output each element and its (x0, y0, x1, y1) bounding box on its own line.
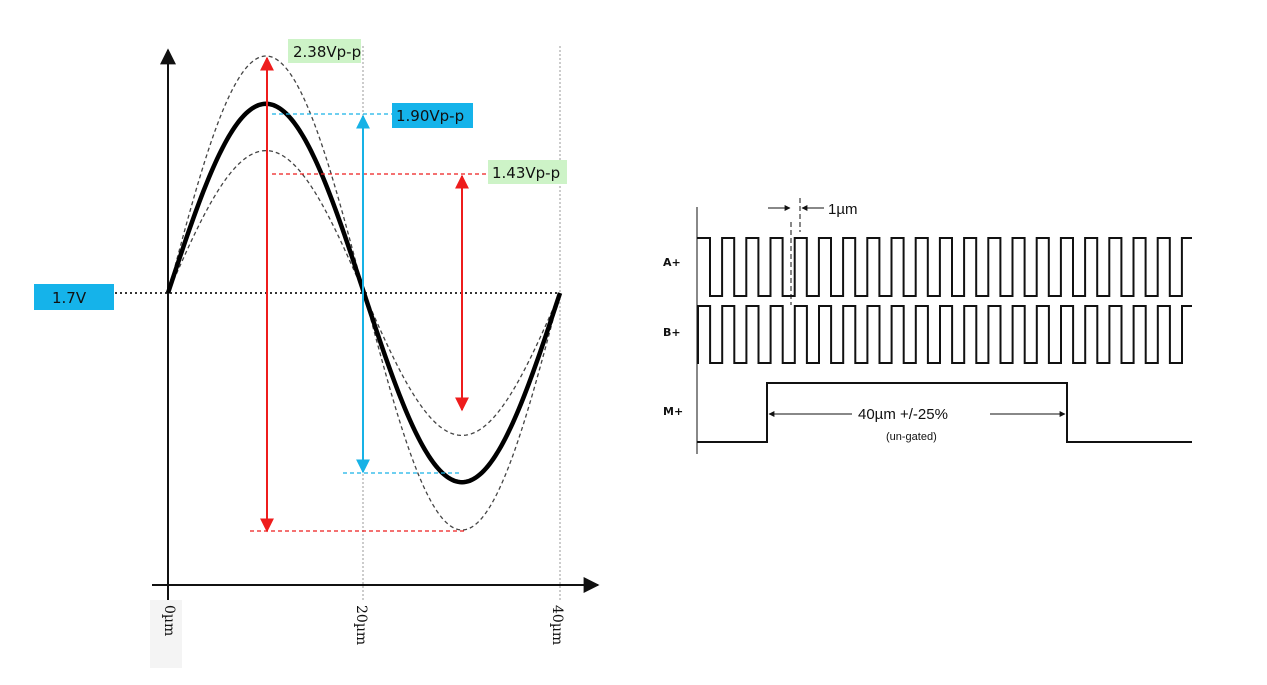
min-pp-label: 1.43Vp-p (492, 164, 560, 182)
x-tick-40: 40µm (549, 605, 565, 645)
sine-amplitude-chart: 2.38Vp-p 1.90Vp-p 1.43Vp-p 1.7V 0µm 20µm… (34, 39, 600, 668)
offset-label: 1.7V (52, 289, 87, 307)
max-pp-label-bg (288, 39, 361, 63)
x-tick-20: 20µm (353, 605, 369, 645)
offset-label-bg (34, 284, 114, 310)
tick-label-backdrop (150, 600, 182, 668)
max-pp-label: 2.38Vp-p (293, 43, 361, 61)
signal-label-m: M+ (663, 405, 683, 418)
signal-a-trace (697, 237, 1192, 297)
index-width-label: 40µm +/-25% (858, 406, 948, 423)
nominal-pp-label: 1.90Vp-p (396, 107, 464, 125)
signal-m-trace (697, 382, 1192, 443)
signal-label-b: B+ (663, 326, 681, 339)
period-label: 1µm (828, 201, 857, 218)
index-note: (un-gated) (886, 431, 937, 443)
signal-label-a: A+ (663, 256, 681, 269)
nominal-pp-label-bg (392, 103, 473, 128)
signal-b-trace (697, 305, 1192, 364)
x-tick-0: 0µm (161, 605, 177, 636)
min-pp-label-bg (488, 160, 567, 184)
quadrature-timing-diagram: A+ B+ M+ 1µm 40µm +/-25% (un-gated) (663, 198, 1192, 454)
